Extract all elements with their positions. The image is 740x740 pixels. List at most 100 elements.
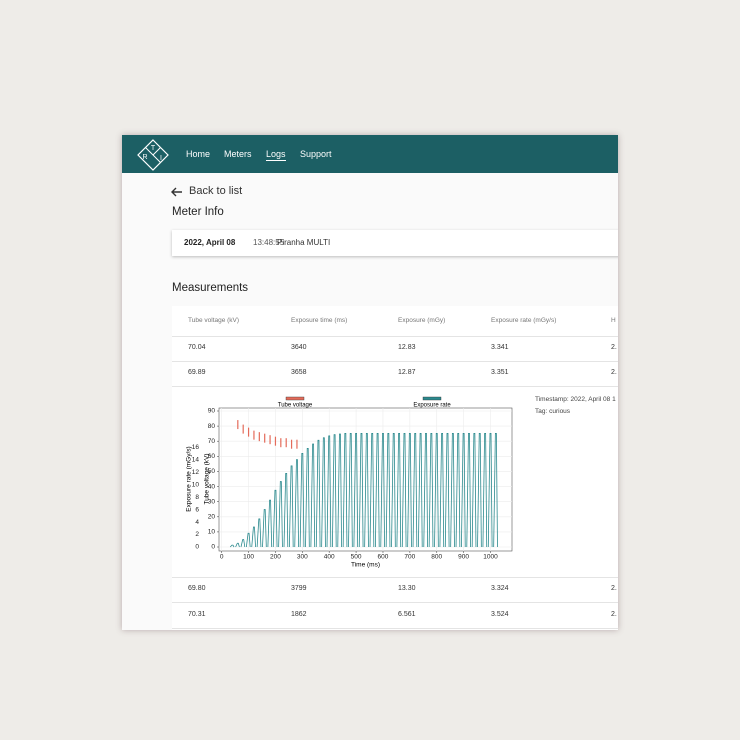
column-header: Tube voltage (kV)	[188, 317, 240, 324]
exposure-pulse	[342, 433, 348, 548]
column-header: Exposure time (ms)	[291, 317, 348, 324]
exposure-pulse	[305, 448, 310, 548]
table-cell: 1862	[291, 611, 307, 618]
y2-tick-label: 14	[192, 456, 200, 463]
exposure-pulse	[321, 437, 326, 548]
exposure-pulse	[310, 443, 316, 548]
x-tick-label: 300	[297, 554, 308, 561]
voltage-pulse	[258, 432, 260, 442]
column-header: H	[611, 317, 616, 324]
exposure-pulse	[353, 433, 359, 548]
row-divider	[172, 602, 618, 603]
exposure-pulse	[288, 465, 294, 548]
exposure-pulse	[493, 433, 498, 548]
exposure-pulse	[380, 433, 385, 548]
exposure-pulse	[229, 544, 235, 548]
x-tick-label: 0	[220, 554, 224, 561]
exposure-pulse	[439, 433, 445, 548]
y-tick-label: 90	[208, 408, 216, 415]
y2-tick-label: 16	[192, 444, 200, 451]
voltage-pulse	[264, 433, 266, 443]
exposure-pulse	[364, 433, 369, 548]
x-tick-label: 400	[324, 554, 335, 561]
y-tick-label: 70	[208, 438, 216, 445]
exposure-pulse	[283, 472, 289, 548]
legend-label: Exposure rate	[413, 403, 451, 409]
exposure-pulse	[455, 433, 461, 548]
table-cell[interactable]: 70.04	[188, 344, 206, 351]
nav-link[interactable]: Logs	[266, 149, 286, 161]
exposure-pulse	[358, 433, 364, 548]
table-cell: 3799	[291, 585, 307, 592]
x-tick-label: 200	[270, 554, 281, 561]
voltage-pulse	[247, 427, 250, 437]
x-tick-label: 700	[404, 554, 415, 561]
exposure-pulse	[331, 434, 337, 548]
table-cell[interactable]: 69.80	[188, 585, 206, 592]
logo[interactable]: R T I	[136, 138, 170, 172]
exposure-pulse	[374, 433, 380, 548]
table-cell: 3658	[291, 369, 307, 376]
header-bar: R T I Home Meters Logs Support	[122, 135, 618, 173]
logo-letter: T	[151, 145, 156, 152]
legend-swatch	[285, 396, 305, 401]
exposure-pulse	[251, 526, 256, 548]
exposure-pulse	[299, 453, 305, 548]
exposure-pulse	[401, 433, 407, 548]
y-tick-label: 50	[208, 468, 216, 475]
table-cell: 3.351	[491, 369, 509, 376]
table-cell: 12.87	[398, 369, 416, 376]
time: 13:48:55	[253, 238, 285, 247]
exposure-pulse	[240, 539, 246, 548]
nav-link[interactable]: Home	[186, 149, 211, 159]
back-arrow[interactable]	[170, 186, 184, 198]
exposure-pulse	[262, 509, 267, 548]
exposure-pulse	[256, 518, 262, 548]
exposure-pulse	[466, 433, 471, 548]
row-divider	[172, 628, 618, 629]
table-cell: 2.	[611, 585, 617, 592]
table-cell: 2.	[611, 369, 617, 376]
table-cell: 2.	[611, 344, 617, 351]
y2-tick-label: 2	[195, 531, 199, 538]
exposure-pulse	[477, 433, 482, 548]
column-header: Exposure (mGy)	[398, 317, 446, 324]
legend-swatch	[422, 396, 442, 401]
meter-name: Piranha MULTI	[277, 238, 331, 247]
y2-tick-label: 4	[195, 519, 199, 526]
exposure-pulse	[337, 433, 342, 548]
table-cell: 6.561	[398, 611, 416, 618]
legend-label: Tube voltage	[278, 403, 313, 409]
y2-tick-label: 8	[195, 494, 199, 501]
voltage-pulse	[237, 420, 239, 430]
exposure-pulse	[315, 439, 321, 548]
exposure-pulse	[391, 433, 396, 548]
voltage-pulse	[296, 439, 298, 449]
nav-link[interactable]: Meters	[224, 149, 252, 159]
exposure-pulse	[235, 542, 240, 548]
x-tick-label: 1000	[483, 554, 498, 561]
exposure-pulse	[348, 433, 353, 548]
voltage-pulse	[242, 424, 244, 434]
row-divider	[172, 361, 618, 362]
table-cell[interactable]: 69.89	[188, 369, 206, 376]
date: 2022, April 08	[184, 238, 236, 247]
exposure-pulse	[418, 433, 423, 548]
exposure-pulse	[423, 433, 428, 548]
exposure-pulse	[326, 435, 332, 548]
table-cell[interactable]: 70.31	[188, 611, 206, 618]
exposure-pulse	[482, 433, 488, 548]
y2-tick-label: 12	[192, 469, 200, 476]
back-link[interactable]: Back to list	[189, 185, 243, 197]
y2-tick-label: 10	[192, 481, 200, 488]
y2-tick-label: 6	[195, 506, 199, 513]
row-divider	[172, 336, 618, 337]
nav-link[interactable]: Support	[300, 149, 332, 159]
table-cell: 3.324	[491, 585, 509, 592]
exposure-pulse	[487, 433, 493, 548]
meter-info-box[interactable]: 2022, April 08 13:48:55 Piranha MULTI	[172, 230, 618, 256]
table-cell: 12.83	[398, 344, 416, 351]
exposure-pulse	[245, 532, 251, 548]
table-cell: 3.524	[491, 611, 509, 618]
exposure-pulse	[278, 481, 283, 548]
